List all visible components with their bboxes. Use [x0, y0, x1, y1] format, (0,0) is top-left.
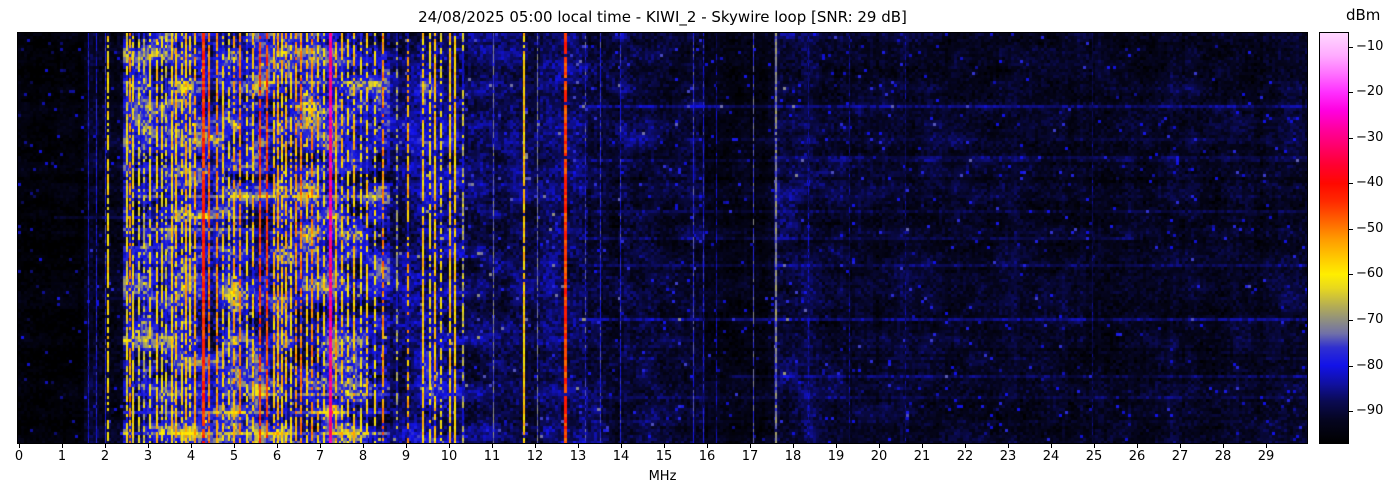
- x-axis-tick-label: 11: [483, 449, 501, 464]
- x-axis-tick-label: 1: [57, 449, 67, 464]
- x-axis-tick-label: 23: [999, 449, 1017, 464]
- colorbar-tick: [1349, 47, 1353, 48]
- x-axis-tick-label: 15: [655, 449, 673, 464]
- x-axis-tick-label: 6: [272, 449, 282, 464]
- x-axis-tick-label: 22: [956, 449, 974, 464]
- colorbar-tick: [1349, 229, 1353, 230]
- x-axis-tick-label: 24: [1042, 449, 1060, 464]
- x-axis-tick-label: 26: [1128, 449, 1146, 464]
- x-axis-tick: [1051, 444, 1052, 448]
- colorbar-tick-label: −30: [1356, 130, 1384, 145]
- x-axis-tick: [879, 444, 880, 448]
- x-axis-tick: [535, 444, 536, 448]
- colorbar-tick: [1349, 183, 1353, 184]
- x-axis-tick: [1266, 444, 1267, 448]
- x-axis-tick-label: 7: [315, 449, 325, 464]
- colorbar-gradient: [1320, 33, 1348, 443]
- x-axis-tick-label: 10: [440, 449, 458, 464]
- x-axis-tick-label: 28: [1214, 449, 1232, 464]
- x-axis-tick: [664, 444, 665, 448]
- x-axis-tick: [707, 444, 708, 448]
- x-axis-tick-label: 27: [1171, 449, 1189, 464]
- colorbar-tick-label: −40: [1356, 175, 1384, 190]
- x-axis-tick: [62, 444, 63, 448]
- x-axis-tick-label: 8: [358, 449, 368, 464]
- x-axis-tick: [277, 444, 278, 448]
- x-axis-tick-label: 25: [1085, 449, 1103, 464]
- colorbar-tick-label: −10: [1356, 39, 1384, 54]
- colorbar-tick-label: −20: [1356, 84, 1384, 99]
- x-axis-tick: [191, 444, 192, 448]
- x-axis-tick: [922, 444, 923, 448]
- x-axis-tick: [19, 444, 20, 448]
- x-axis-tick-label: 21: [913, 449, 931, 464]
- x-axis-tick: [965, 444, 966, 448]
- x-axis-tick: [1008, 444, 1009, 448]
- plot-title: 24/08/2025 05:00 local time - KIWI_2 - S…: [418, 8, 907, 26]
- x-axis-tick-label: 16: [698, 449, 716, 464]
- x-axis-tick: [363, 444, 364, 448]
- x-axis-tick-label: 18: [784, 449, 802, 464]
- colorbar-tick-label: −90: [1356, 403, 1384, 418]
- x-axis-tick-label: 9: [401, 449, 411, 464]
- x-axis-tick: [320, 444, 321, 448]
- colorbar-tick: [1349, 274, 1353, 275]
- x-axis-tick: [449, 444, 450, 448]
- x-axis-tick-label: 4: [186, 449, 196, 464]
- x-axis-tick: [105, 444, 106, 448]
- x-axis-tick: [1223, 444, 1224, 448]
- colorbar-unit-label: dBm: [1346, 6, 1381, 24]
- x-axis-tick: [234, 444, 235, 448]
- x-axis-tick: [578, 444, 579, 448]
- x-axis-tick-label: 13: [569, 449, 587, 464]
- x-axis-tick-label: 29: [1257, 449, 1275, 464]
- x-axis-tick: [750, 444, 751, 448]
- x-axis-tick: [1094, 444, 1095, 448]
- x-axis-tick: [406, 444, 407, 448]
- colorbar-tick-label: −70: [1356, 312, 1384, 327]
- x-axis-tick-label: 20: [870, 449, 888, 464]
- x-axis-tick: [1137, 444, 1138, 448]
- x-axis-tick-label: 0: [14, 449, 24, 464]
- colorbar-tick: [1349, 411, 1353, 412]
- x-axis-tick: [148, 444, 149, 448]
- x-axis-label: MHz: [648, 469, 677, 484]
- colorbar-tick: [1349, 92, 1353, 93]
- colorbar-tick: [1349, 138, 1353, 139]
- x-axis-tick-label: 12: [526, 449, 544, 464]
- colorbar-tick-label: −80: [1356, 358, 1384, 373]
- x-axis-tick: [492, 444, 493, 448]
- x-axis-tick: [621, 444, 622, 448]
- x-axis-tick-label: 17: [741, 449, 759, 464]
- colorbar-tick: [1349, 366, 1353, 367]
- colorbar-tick-label: −60: [1356, 266, 1384, 281]
- x-axis-tick: [793, 444, 794, 448]
- x-axis-tick-label: 5: [229, 449, 239, 464]
- x-axis-tick-label: 2: [100, 449, 110, 464]
- x-axis-tick-label: 19: [827, 449, 845, 464]
- colorbar-tick-label: −50: [1356, 221, 1384, 236]
- x-axis-tick: [1180, 444, 1181, 448]
- x-axis-tick-label: 14: [612, 449, 630, 464]
- x-axis-tick-label: 3: [143, 449, 153, 464]
- x-axis-tick: [836, 444, 837, 448]
- plot-area: [17, 32, 1308, 444]
- colorbar: [1319, 32, 1349, 444]
- colorbar-tick: [1349, 320, 1353, 321]
- spectrogram-canvas: [18, 33, 1307, 443]
